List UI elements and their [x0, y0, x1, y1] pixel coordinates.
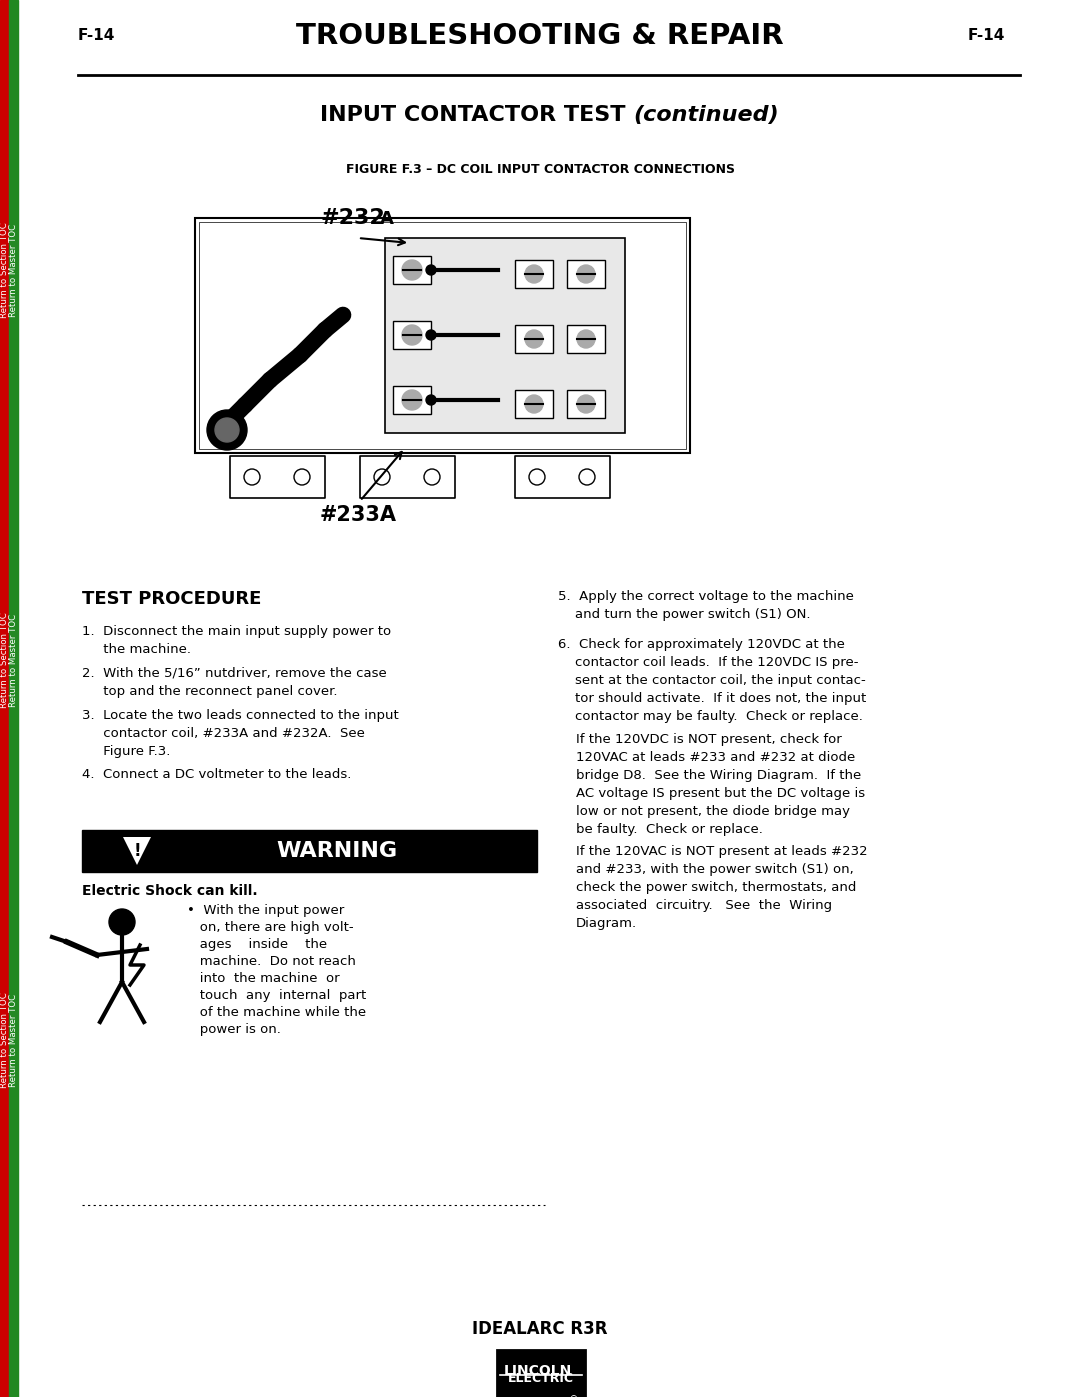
Bar	[9, 0, 18, 1397]
Bar	[393, 386, 431, 414]
Bar	[230, 455, 325, 497]
Text: ELECTRIC: ELECTRIC	[508, 1372, 573, 1384]
Text: 3.  Locate the two leads connected to the input
     contactor coil, #233A and #: 3. Locate the two leads connected to the…	[82, 710, 399, 759]
Circle shape	[579, 469, 595, 485]
Text: WARNING: WARNING	[276, 841, 397, 861]
Text: IDEALARC R3R: IDEALARC R3R	[472, 1320, 608, 1338]
Circle shape	[215, 418, 239, 441]
Circle shape	[426, 395, 436, 405]
Circle shape	[374, 469, 390, 485]
Bar	[199, 222, 686, 448]
Bar	[82, 830, 537, 872]
Text: TEST PROCEDURE: TEST PROCEDURE	[82, 590, 261, 608]
Text: If the 120VAC is NOT present at leads #232
and #233, with the power switch (S1) : If the 120VAC is NOT present at leads #2…	[576, 845, 867, 930]
Text: FIGURE F.3 – DC COIL INPUT CONTACTOR CONNECTIONS: FIGURE F.3 – DC COIL INPUT CONTACTOR CON…	[346, 163, 734, 176]
Text: F-14: F-14	[968, 28, 1005, 43]
Bar	[393, 256, 431, 284]
Text: ®: ®	[569, 1396, 579, 1397]
Circle shape	[244, 469, 260, 485]
Text: Return to Master TOC: Return to Master TOC	[9, 613, 18, 707]
Text: 1.  Disconnect the main input supply power to
     the machine.: 1. Disconnect the main input supply powe…	[82, 624, 391, 657]
Text: INPUT CONTACTOR TEST: INPUT CONTACTOR TEST	[320, 105, 633, 124]
Circle shape	[577, 395, 595, 414]
Text: If the 120VDC is NOT present, check for
120VAC at leads #233 and #232 at diode
b: If the 120VDC is NOT present, check for …	[576, 733, 865, 835]
Text: Return to Section TOC: Return to Section TOC	[0, 612, 9, 708]
Circle shape	[402, 390, 422, 409]
Bar	[195, 218, 690, 453]
Bar	[567, 260, 605, 288]
Text: #232: #232	[320, 208, 384, 228]
Bar	[497, 1350, 585, 1397]
Text: 2.  With the 5/16” nutdriver, remove the case
     top and the reconnect panel c: 2. With the 5/16” nutdriver, remove the …	[82, 666, 387, 698]
Text: Electric Shock can kill.: Electric Shock can kill.	[82, 884, 258, 898]
Circle shape	[402, 260, 422, 279]
Text: (continued): (continued)	[633, 105, 779, 124]
Circle shape	[529, 469, 545, 485]
Bar	[360, 455, 455, 497]
Circle shape	[207, 409, 247, 450]
Text: 4.  Connect a DC voltmeter to the leads.: 4. Connect a DC voltmeter to the leads.	[82, 768, 351, 781]
Circle shape	[577, 265, 595, 284]
Circle shape	[525, 395, 543, 414]
Bar	[515, 390, 553, 418]
Bar	[567, 326, 605, 353]
Polygon shape	[123, 837, 151, 865]
Circle shape	[402, 326, 422, 345]
Circle shape	[577, 330, 595, 348]
Circle shape	[109, 909, 135, 935]
Bar	[393, 321, 431, 349]
Circle shape	[525, 265, 543, 284]
Circle shape	[424, 469, 440, 485]
Text: •  With the input power
   on, there are high volt-
   ages    inside    the
   : • With the input power on, there are hig…	[187, 904, 366, 1037]
Bar	[515, 326, 553, 353]
Circle shape	[294, 469, 310, 485]
Text: 6.  Check for approximately 120VDC at the
    contactor coil leads.  If the 120V: 6. Check for approximately 120VDC at the…	[558, 638, 866, 724]
Text: Return to Section TOC: Return to Section TOC	[0, 992, 9, 1088]
Text: TROUBLESHOOTING & REPAIR: TROUBLESHOOTING & REPAIR	[296, 22, 784, 50]
Text: LINCOLN: LINCOLN	[504, 1363, 572, 1377]
Bar	[567, 390, 605, 418]
Bar	[0, 0, 9, 1397]
Text: Return to Section TOC: Return to Section TOC	[0, 222, 9, 319]
Text: F-14: F-14	[78, 28, 116, 43]
Text: Return to Master TOC: Return to Master TOC	[9, 993, 18, 1087]
Bar	[515, 260, 553, 288]
Circle shape	[426, 265, 436, 275]
Circle shape	[426, 330, 436, 339]
Bar	[384, 237, 625, 433]
Bar	[515, 455, 610, 497]
Text: A: A	[380, 210, 394, 228]
Text: 5.  Apply the correct voltage to the machine
    and turn the power switch (S1) : 5. Apply the correct voltage to the mach…	[558, 590, 854, 622]
Text: #233A: #233A	[320, 504, 397, 525]
Circle shape	[525, 330, 543, 348]
Text: Return to Master TOC: Return to Master TOC	[9, 224, 18, 317]
Text: !: !	[133, 842, 140, 861]
